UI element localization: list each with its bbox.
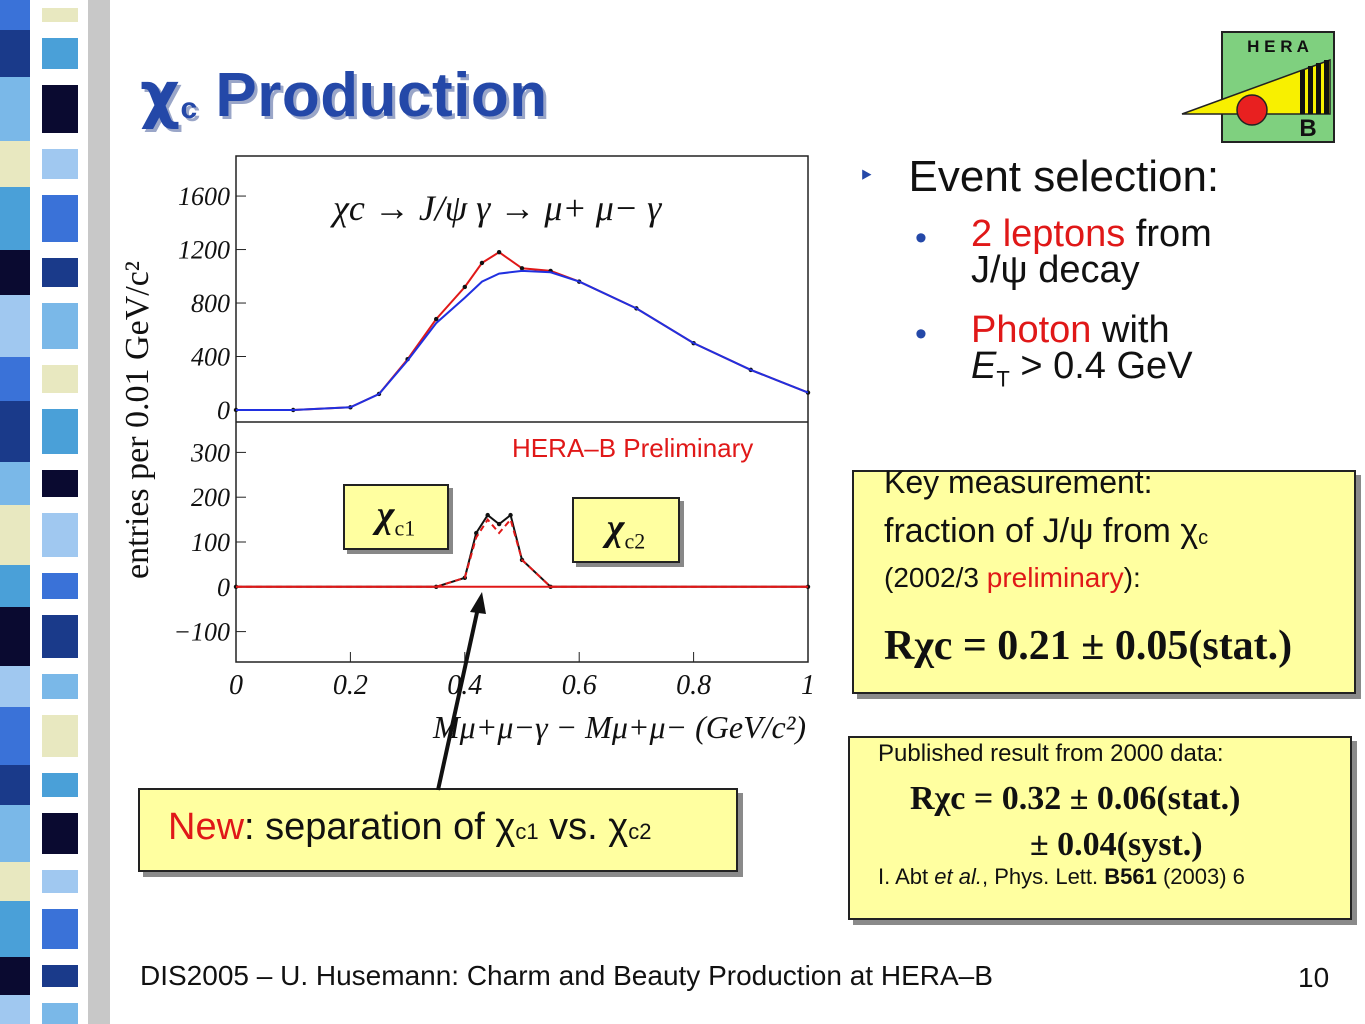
data-point [485, 512, 490, 518]
y-tick-label: 1600 [178, 182, 230, 211]
published-syst: ± 0.04(syst.) [1030, 826, 1203, 863]
published-result-box: Published result from 2000 data: Rχc = 0… [848, 736, 1352, 920]
data-point [462, 284, 467, 290]
preliminary-label: HERA–B Preliminary [512, 433, 754, 463]
series-line [236, 517, 808, 588]
svg-text:H E R A: H E R A [1247, 37, 1309, 56]
series-line [236, 251, 809, 411]
x-tick-label: 0.8 [676, 670, 711, 701]
dot-bullet-icon: • [915, 315, 927, 353]
chi-c1-label: χc1 [343, 484, 449, 550]
bullet-event-selection: ‣ Event selection: [858, 152, 1220, 201]
chi-c-mass-difference-chart: 0 0.2 0.4 0.6 0.8 1 0 400 800 1200 1600 −100 0 100 200… [119, 155, 815, 745]
footer-text: DIS2005 – U. Husemann: Charm and Beauty … [140, 960, 993, 991]
y-tick-label: 100 [191, 528, 230, 557]
x-tick-label: 1 [801, 670, 815, 701]
svg-text:B: B [1299, 115, 1316, 142]
y-tick-label: 200 [191, 483, 230, 512]
y-tick-label: 300 [190, 438, 230, 467]
x-tick-label: 0.2 [333, 670, 368, 701]
triangle-bullet-icon: ‣ [858, 160, 875, 191]
x-tick-label: 0 [229, 670, 243, 701]
page-number: 10 [1298, 962, 1330, 993]
data-point [434, 316, 439, 322]
slide-title: χc Production [140, 58, 548, 131]
data-point [508, 512, 513, 518]
data-point [496, 250, 502, 255]
y-tick-label: 400 [191, 343, 230, 372]
y-tick-label: 0 [217, 396, 230, 425]
chi-c2-label: χc2 [572, 497, 680, 563]
published-formula: Rχc = 0.32 ± 0.06(stat.) [910, 780, 1241, 817]
key-measurement-box: Key measurement: fraction of J/ψ from χc… [852, 464, 1356, 694]
y-axis-label: entries per 0.01 GeV/c² [119, 261, 156, 579]
series-line [236, 513, 808, 588]
decorative-side-strip [0, 0, 110, 1024]
new-separation-box: New: separation of χc1 vs. χc2 [138, 788, 738, 872]
x-tick-label: 0.6 [562, 670, 597, 701]
data-point [496, 521, 502, 527]
hera-b-logo: H E R A B [1181, 31, 1335, 143]
reference: I. Abt et al., Phys. Lett. B561 (2003) 6 [878, 864, 1245, 889]
y-tick-label: 1200 [178, 236, 230, 265]
chart-title: χc → J/ψ γ → μ+ μ− γ [330, 188, 662, 228]
x-tick-label: 0.4 [447, 670, 482, 701]
data-point [519, 266, 525, 271]
y-tick-label: −100 [173, 618, 230, 647]
key-formula: Rχc = 0.21 ± 0.05(stat.) [884, 623, 1293, 669]
dot-bullet-icon: • [915, 219, 927, 257]
y-tick-label: 800 [191, 289, 230, 318]
x-axis-label: Mμ+μ−γ − Mμ+μ− (GeV/c²) [432, 709, 806, 745]
series-line [236, 269, 809, 411]
data-point [479, 260, 485, 266]
y-tick-label: 0 [217, 573, 230, 602]
